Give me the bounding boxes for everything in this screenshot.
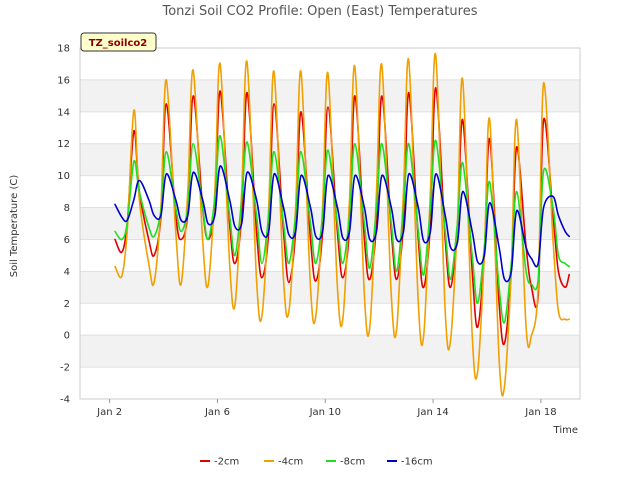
legend-item: -4cm bbox=[264, 457, 303, 468]
legend-label: -4cm bbox=[278, 457, 303, 468]
y-tick-label: 0 bbox=[64, 331, 70, 342]
grid-band bbox=[80, 335, 580, 368]
y-tick-label: 2 bbox=[64, 299, 70, 310]
y-tick-label: 6 bbox=[64, 235, 70, 246]
y-tick-label: 10 bbox=[57, 171, 70, 182]
y-tick-label: 4 bbox=[64, 267, 70, 278]
x-tick-label: Jan 14 bbox=[416, 407, 448, 418]
site-badge: TZ_soilco2 bbox=[80, 32, 157, 52]
legend-item: -16cm bbox=[387, 457, 433, 468]
x-tick-label: Jan 6 bbox=[204, 407, 230, 418]
series-line-minus-4cm bbox=[114, 52, 570, 397]
grid-band bbox=[80, 48, 580, 80]
legend-label: -2cm bbox=[214, 457, 239, 468]
y-tick-label: 12 bbox=[57, 139, 70, 150]
y-tick-label: 8 bbox=[64, 203, 70, 214]
legend-item: -2cm bbox=[200, 457, 239, 468]
y-tick-label: -2 bbox=[60, 363, 70, 374]
site-badge-label: TZ_soilco2 bbox=[89, 38, 148, 49]
series-lines bbox=[114, 52, 570, 397]
x-tick-label: Jan 2 bbox=[96, 407, 122, 418]
x-axis-ticks: Jan 2 Jan 6 Jan 10 Jan 14 Jan 18 bbox=[96, 399, 557, 418]
plot-area bbox=[79, 47, 581, 400]
y-axis-label: Soil Temperature (C) bbox=[9, 175, 20, 278]
legend-label: -8cm bbox=[340, 457, 365, 468]
legend-label: -16cm bbox=[401, 457, 433, 468]
chart-title: Tonzi Soil CO2 Profile: Open (East) Temp… bbox=[161, 4, 477, 19]
grid-band bbox=[80, 239, 580, 272]
grid-band bbox=[80, 367, 580, 399]
series-line-minus-16cm bbox=[114, 165, 570, 283]
y-tick-label: 16 bbox=[57, 75, 70, 86]
x-tick-label: Jan 18 bbox=[524, 407, 556, 418]
y-axis-ticks: -4 -2 0 2 4 6 8 10 12 14 16 18 bbox=[57, 44, 70, 406]
legend-item: -8cm bbox=[326, 457, 365, 468]
y-tick-label: 14 bbox=[57, 107, 70, 118]
series-line-minus-8cm bbox=[114, 134, 570, 324]
grid-band bbox=[80, 175, 580, 208]
y-tick-label: -4 bbox=[60, 395, 70, 406]
site-badge-box bbox=[80, 32, 157, 52]
x-axis-label: Time bbox=[553, 425, 578, 436]
legend: -2cm -4cm -8cm -16cm bbox=[200, 457, 433, 468]
y-tick-label: 18 bbox=[57, 44, 70, 55]
x-tick-label: Jan 10 bbox=[309, 407, 341, 418]
